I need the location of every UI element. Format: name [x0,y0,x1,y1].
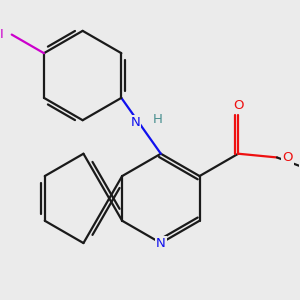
Text: I: I [0,28,4,41]
Text: O: O [282,151,292,164]
Text: H: H [152,113,162,126]
Text: N: N [156,237,166,250]
Text: N: N [130,116,140,129]
Text: O: O [233,99,244,112]
